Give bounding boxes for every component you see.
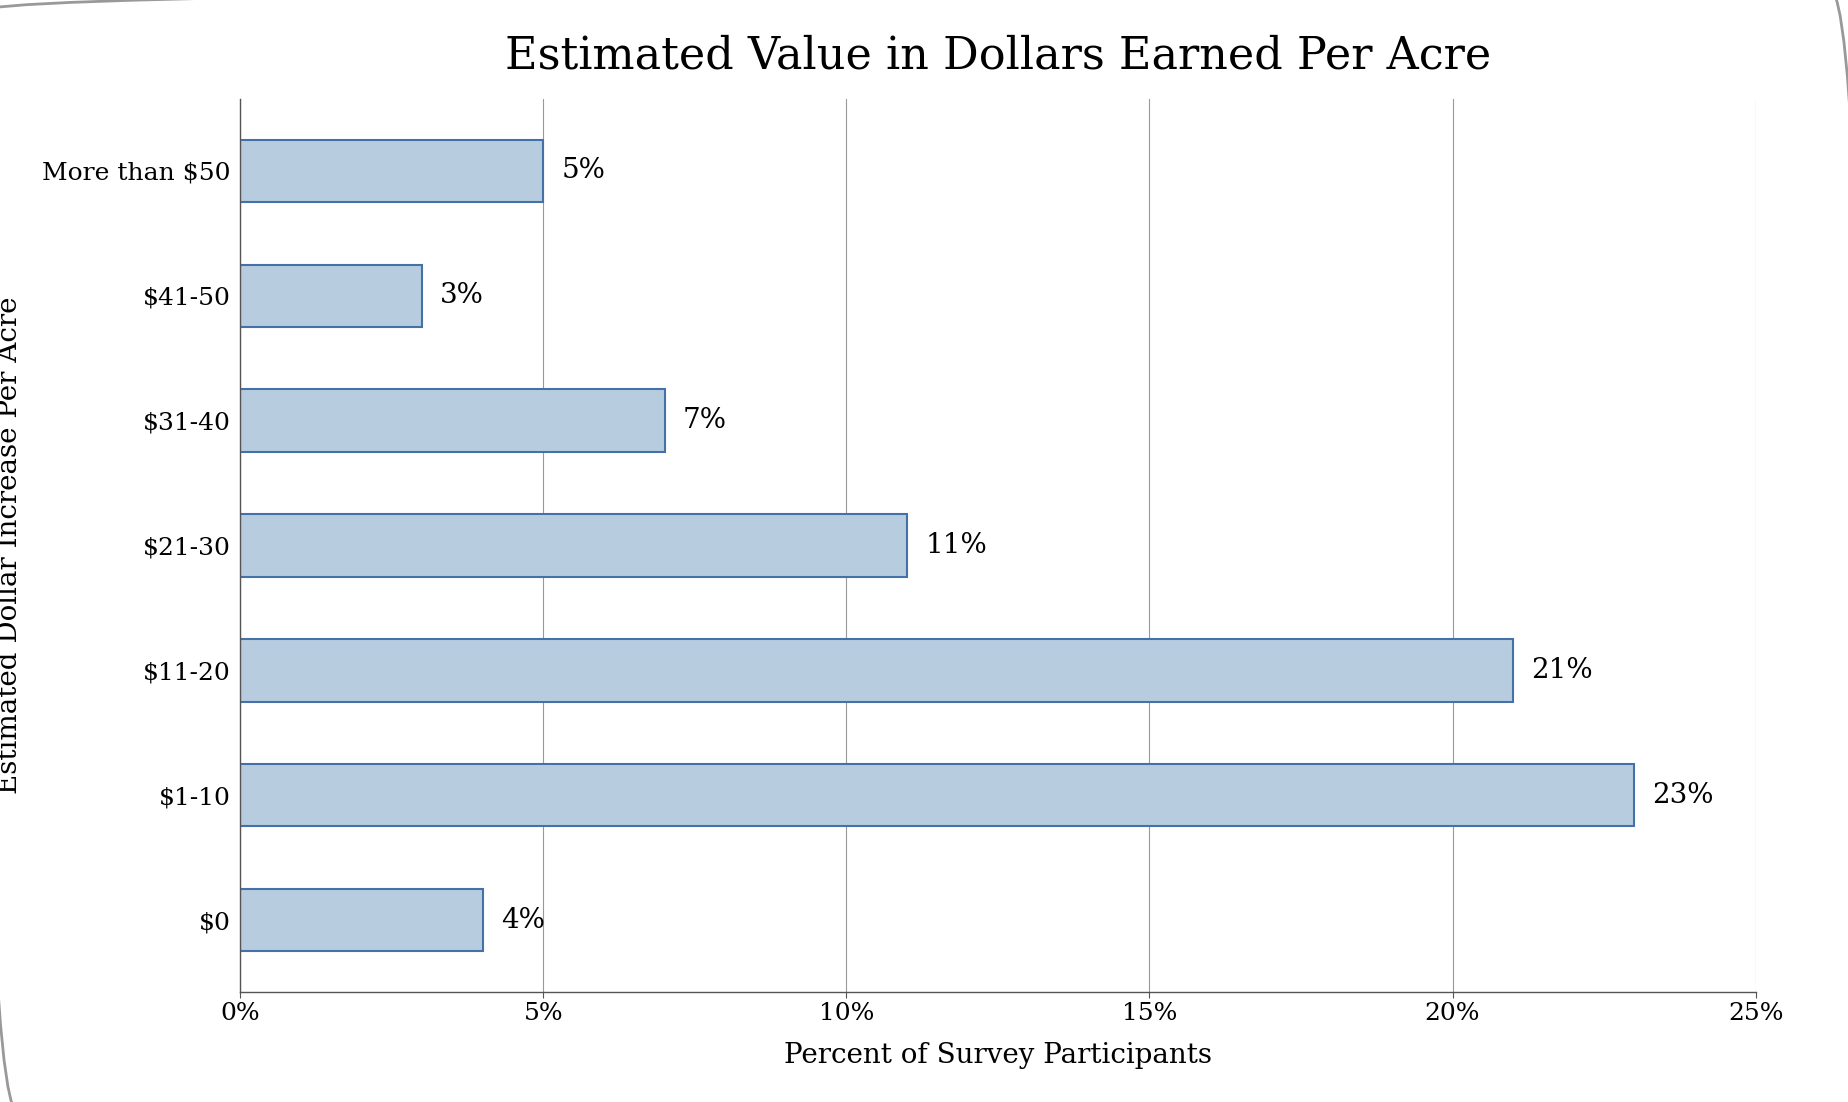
Bar [240, 764, 1634, 826]
Text: 5%: 5% [562, 158, 606, 184]
Text: 3%: 3% [440, 282, 484, 310]
Bar [240, 515, 907, 576]
Text: 21%: 21% [1532, 657, 1593, 684]
Bar [240, 140, 543, 202]
Bar [240, 639, 1514, 702]
Bar [240, 389, 665, 452]
Y-axis label: Estimated Dollar Increase Per Acre: Estimated Dollar Increase Per Acre [0, 296, 22, 795]
Title: Estimated Value in Dollars Earned Per Acre: Estimated Value in Dollars Earned Per Ac… [505, 34, 1491, 77]
Text: 4%: 4% [501, 907, 545, 933]
Text: 7%: 7% [682, 407, 726, 434]
Bar [240, 264, 421, 327]
Text: 23%: 23% [1652, 781, 1715, 809]
X-axis label: Percent of Survey Participants: Percent of Survey Participants [784, 1041, 1212, 1069]
Text: 11%: 11% [926, 532, 987, 559]
Bar [240, 889, 482, 951]
